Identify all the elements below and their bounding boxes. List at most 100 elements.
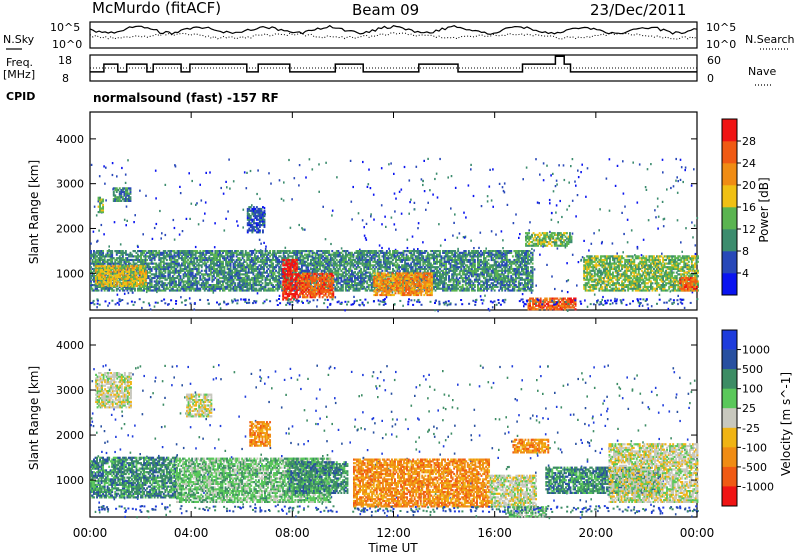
heatmap-cell: [260, 264, 262, 267]
heatmap-cell: [178, 257, 180, 260]
heatmap-cell: [325, 251, 328, 254]
heatmap-cell: [164, 276, 167, 280]
heatmap-cell: [300, 258, 303, 262]
heatmap-cell: [325, 258, 328, 262]
heatmap-cell: [184, 284, 187, 287]
heatmap-cell: [329, 257, 332, 260]
heatmap-cell: [692, 236, 694, 239]
heatmap-cell: [373, 269, 376, 272]
heatmap-cell: [448, 250, 451, 253]
heatmap-cell: [235, 251, 238, 254]
heatmap-cell: [455, 287, 458, 290]
heatmap-cell: [662, 218, 665, 221]
heatmap-cell: [159, 280, 162, 283]
heatmap-cell: [193, 289, 196, 292]
heatmap-cell: [255, 266, 258, 269]
heatmap-cell: [107, 304, 109, 307]
heatmap-cell: [445, 251, 448, 254]
heatmap-cell: [155, 255, 158, 258]
heatmap-cell: [232, 266, 235, 269]
heatmap-cell: [470, 266, 473, 269]
heatmap-cell: [363, 251, 366, 254]
heatmap-cell: [149, 280, 152, 283]
heatmap-cell: [241, 284, 244, 287]
heatmap-cell: [449, 287, 452, 290]
heatmap-cell: [209, 273, 212, 276]
heatmap-cell: [147, 271, 150, 274]
heatmap-cell: [450, 175, 453, 178]
heatmap-cell: [173, 289, 176, 292]
heatmap-cell: [332, 264, 335, 267]
heatmap-cell: [351, 251, 353, 254]
heatmap-cell: [173, 278, 176, 281]
heatmap-cell: [90, 163, 93, 166]
heatmap-cell: [357, 258, 360, 262]
heatmap-cell: [208, 250, 211, 253]
heatmap-cell: [159, 275, 162, 278]
heatmap-cell: [253, 287, 256, 290]
heatmap-cell: [231, 258, 234, 262]
heatmap-cell: [461, 278, 464, 281]
heatmap-cell: [219, 258, 221, 262]
heatmap-cell: [173, 264, 176, 267]
heatmap-cell: [332, 255, 335, 258]
heatmap-cell: [185, 260, 188, 263]
heatmap-cell: [190, 260, 193, 263]
heatmap-cell: [308, 255, 311, 258]
heatmap-cell: [175, 285, 177, 288]
heatmap-cell: [158, 289, 161, 292]
heatmap-cell: [199, 183, 201, 186]
heatmap-cell: [234, 287, 237, 290]
heatmap-cell: [433, 276, 435, 280]
heatmap-cell: [238, 276, 241, 280]
heatmap-cell: [298, 184, 300, 187]
heatmap-cell: [358, 275, 361, 278]
heatmap-cell: [185, 282, 188, 285]
heatmap-cell: [187, 273, 190, 276]
heatmap-cell: [185, 253, 188, 256]
heatmap-cell: [464, 289, 467, 292]
heatmap-cell: [211, 250, 214, 253]
heatmap-cell: [134, 262, 136, 265]
heatmap-cell: [91, 253, 94, 256]
heatmap-cell: [460, 289, 463, 292]
heatmap-cell: [343, 282, 346, 285]
heatmap-cell: [414, 262, 417, 265]
heatmap-cell: [296, 280, 299, 283]
heatmap-cell: [388, 250, 391, 253]
heatmap-cell: [258, 284, 261, 287]
heatmap-cell: [584, 299, 586, 302]
heatmap-cell: [220, 266, 223, 269]
heatmap-cell: [118, 303, 120, 306]
heatmap-cell: [219, 253, 221, 256]
heatmap-cell: [152, 250, 155, 253]
heatmap-cell: [351, 278, 353, 281]
heatmap-cell: [217, 264, 220, 267]
heatmap-cell: [574, 180, 576, 183]
heatmap-cell: [367, 271, 370, 274]
heatmap-cell: [208, 255, 211, 258]
heatmap-cell: [310, 250, 312, 253]
heatmap-cell: [223, 287, 226, 290]
heatmap-cell: [194, 266, 197, 269]
heatmap-cell: [202, 253, 205, 256]
heatmap-cell: [278, 255, 281, 258]
heatmap-cell: [131, 255, 133, 258]
heatmap-cell: [422, 257, 425, 260]
nave-tick-bottom: 0: [707, 72, 714, 85]
heatmap-cell: [381, 246, 383, 250]
heatmap-cell: [168, 284, 171, 287]
heatmap-cell: [296, 253, 299, 256]
heatmap-cell: [361, 262, 364, 265]
heatmap-cell: [404, 250, 407, 253]
heatmap-cell: [363, 250, 366, 253]
heatmap-cell: [335, 250, 338, 253]
heatmap-cell: [225, 251, 228, 254]
heatmap-cell: [103, 287, 106, 290]
heatmap-cell: [281, 262, 284, 265]
heatmap-cell: [126, 219, 128, 222]
heatmap-cell: [650, 163, 652, 166]
heatmap-cell: [452, 234, 454, 237]
heatmap-cell: [417, 248, 419, 251]
heatmap-cell: [211, 287, 214, 290]
